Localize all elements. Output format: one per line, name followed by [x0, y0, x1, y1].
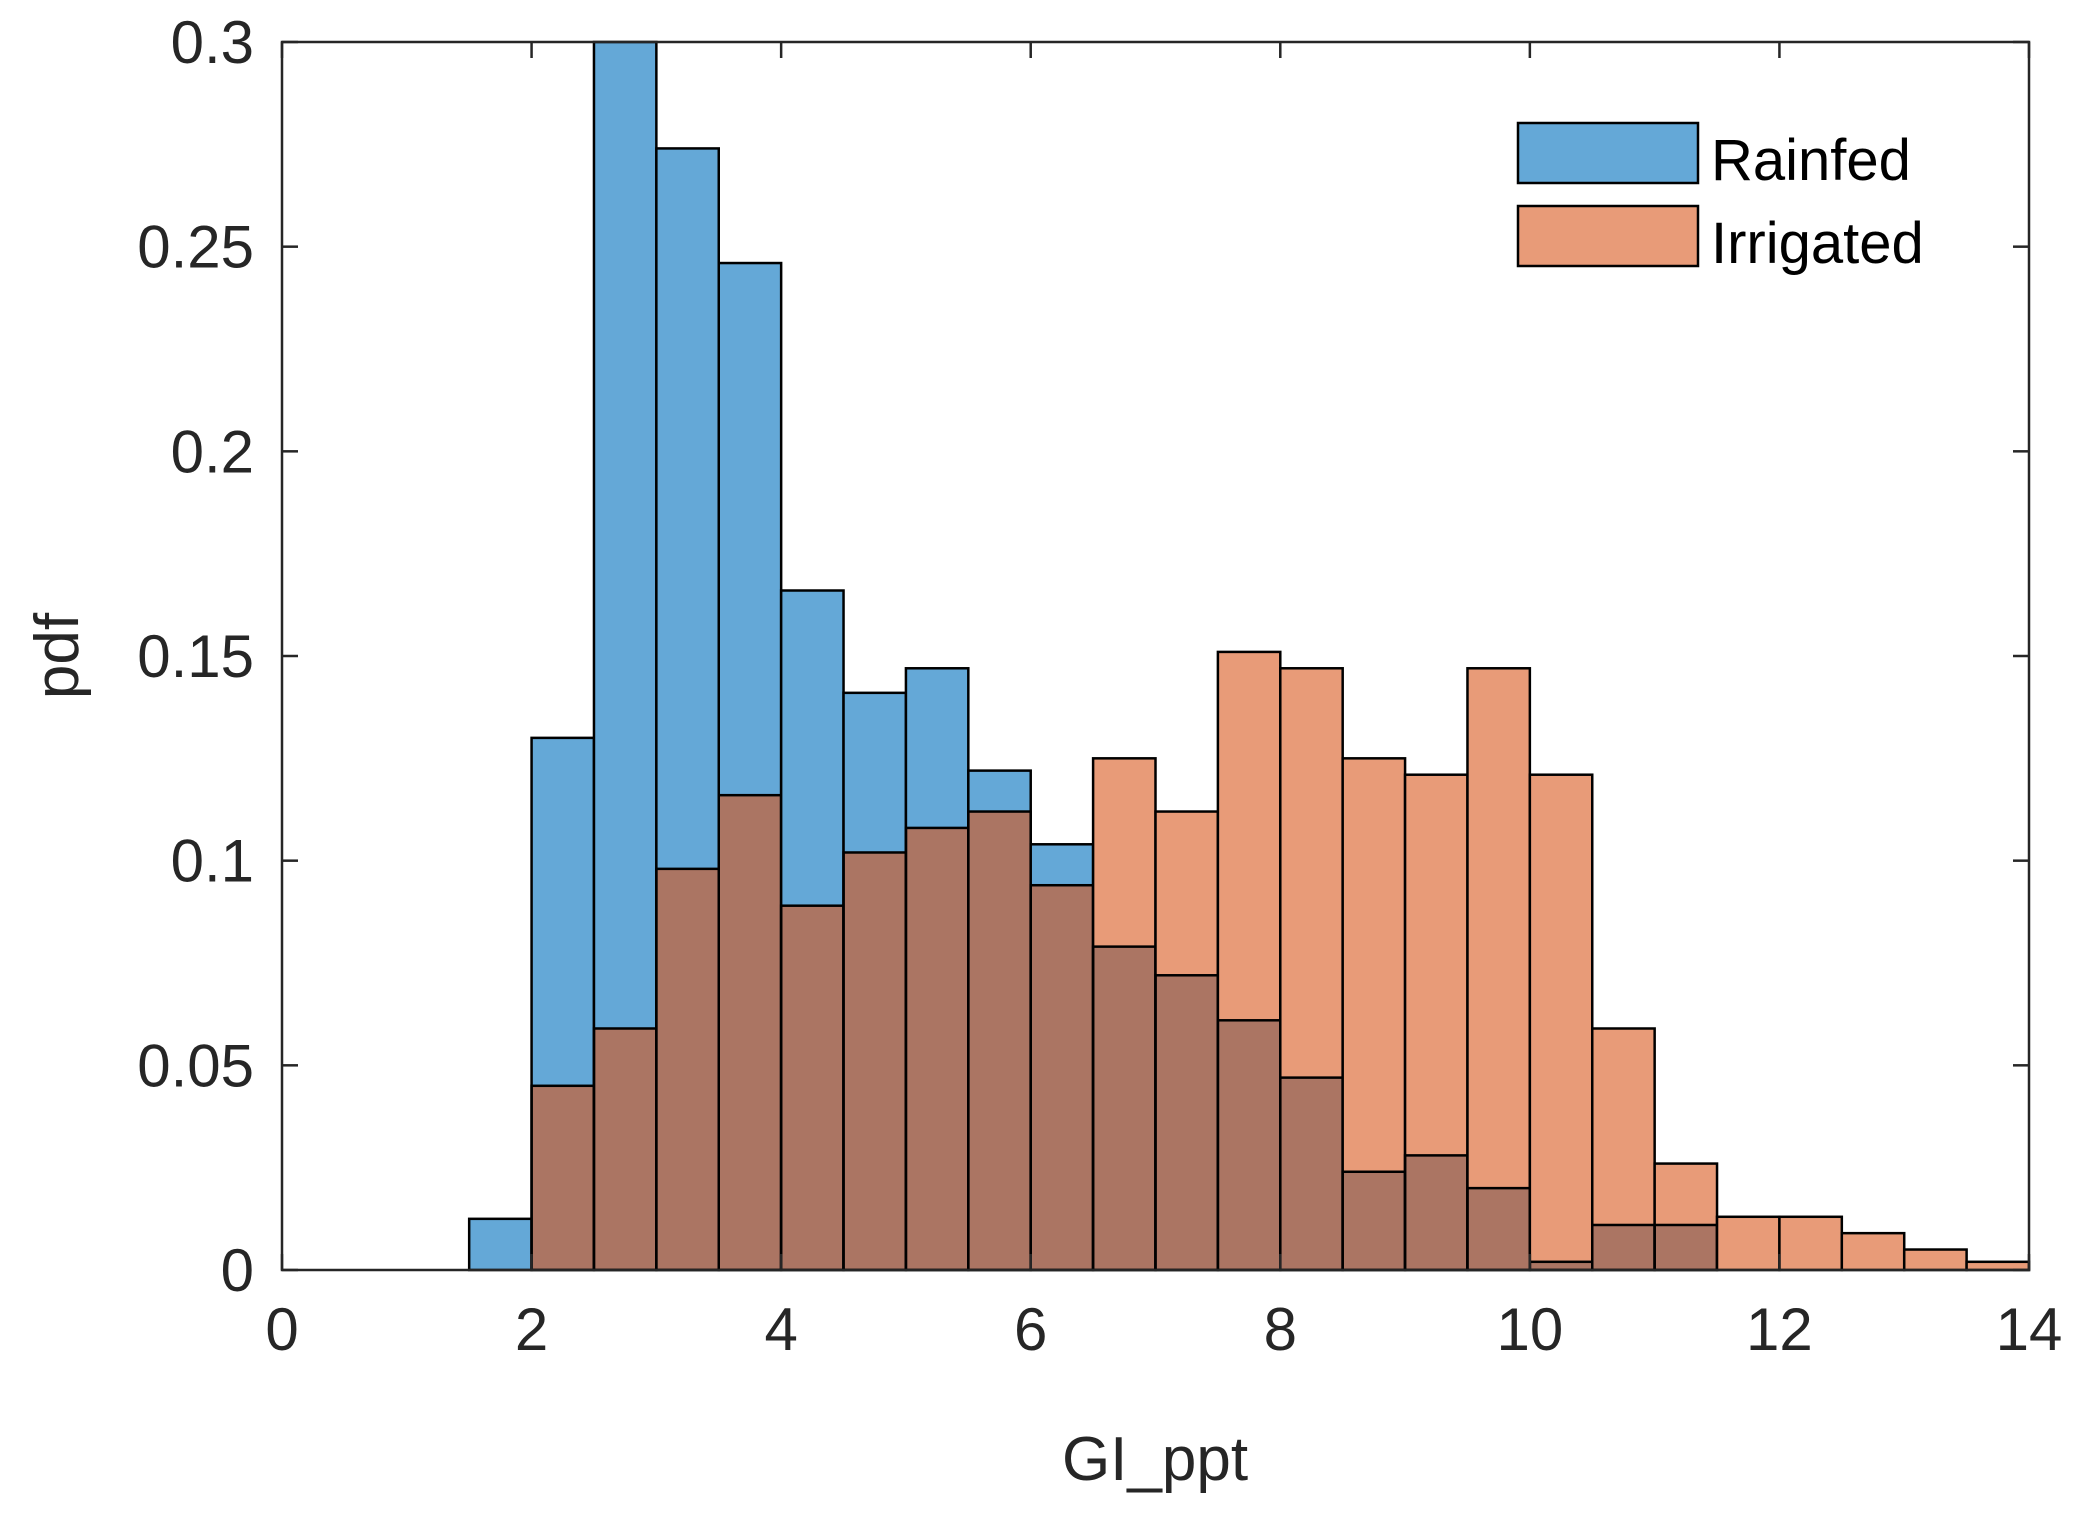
bar-irrigated-14	[1342, 758, 1406, 1172]
bar-irrigated-13	[1280, 668, 1343, 1078]
bar-overlap-11	[1155, 975, 1218, 1270]
bar-overlap-14	[1342, 1171, 1406, 1270]
bar-overlap-8	[968, 811, 1031, 1270]
bar-rainfed-4	[718, 263, 782, 796]
bar-rainfed-3	[656, 148, 719, 869]
x-tick-label-0: 0	[265, 1296, 298, 1363]
bar-irrigated-19	[1654, 1163, 1718, 1225]
y-tick-label-5: 0.25	[137, 214, 254, 281]
bar-overlap-10	[1093, 946, 1156, 1270]
bar-rainfed-0	[469, 1218, 532, 1270]
legend: Rainfed Irrigated	[1516, 121, 1924, 276]
legend-label-irrigated: Irrigated	[1711, 211, 1924, 276]
bar-rainfed-8	[968, 770, 1031, 812]
bar-irrigated-12	[1217, 651, 1281, 1021]
x-tick-label-1: 2	[515, 1296, 548, 1363]
bar-overlap-17	[1529, 1261, 1593, 1270]
bar-overlap-19	[1654, 1224, 1718, 1270]
bar-overlap-18	[1592, 1224, 1655, 1270]
x-tick-label-4: 8	[1264, 1296, 1297, 1363]
bar-irrigated-16	[1467, 668, 1530, 1189]
bar-irrigated-22	[1841, 1233, 1905, 1270]
legend-swatch-irrigated	[1516, 204, 1700, 268]
bar-rainfed-5	[781, 590, 844, 906]
bar-overlap-7	[905, 827, 969, 1270]
y-tick-label-2: 0.1	[171, 828, 254, 895]
y-tick-label-0: 0	[221, 1237, 254, 1304]
bar-overlap-1	[531, 1085, 594, 1270]
x-tick-label-3: 6	[1014, 1296, 1047, 1363]
bar-irrigated-18	[1592, 1028, 1655, 1225]
bar-rainfed-9	[1030, 844, 1094, 886]
bar-overlap-4	[718, 795, 782, 1270]
tick-labels-layer: 0 2 4 6 8 10 12 14 0 0.05 0.1 0.15 0.2 0.25 0.3	[137, 9, 2062, 1363]
y-axis-title: pdf	[23, 612, 92, 699]
bar-overlap-13	[1280, 1077, 1343, 1270]
bar-rainfed-7	[905, 668, 969, 828]
x-tick-label-5: 10	[1496, 1296, 1563, 1363]
bar-overlap-2	[593, 1028, 657, 1270]
ticks-layer	[280, 40, 2031, 1272]
bar-irrigated-15	[1405, 774, 1468, 1156]
y-tick-label-1: 0.05	[137, 1032, 254, 1099]
bar-irrigated-23	[1904, 1249, 1967, 1270]
y-tick-label-6: 0.3	[171, 9, 254, 76]
bar-irrigated-21	[1779, 1216, 1842, 1270]
legend-label-rainfed: Rainfed	[1711, 128, 1911, 193]
bar-overlap-15	[1405, 1155, 1468, 1270]
legend-swatch-rainfed	[1516, 121, 1700, 185]
y-tick-label-3: 0.15	[137, 623, 254, 690]
x-tick-label-6: 12	[1746, 1296, 1813, 1363]
y-tick-label-4: 0.2	[171, 418, 254, 485]
bar-rainfed-2	[593, 42, 657, 1029]
bar-overlap-12	[1217, 1020, 1281, 1270]
x-axis-title: GI_ppt	[1062, 1425, 1248, 1494]
bar-overlap-5	[781, 905, 844, 1270]
bar-overlap-16	[1467, 1188, 1530, 1270]
bar-irrigated-24	[1966, 1261, 2029, 1270]
bar-irrigated-17	[1529, 774, 1593, 1262]
bar-overlap-9	[1030, 885, 1094, 1270]
bar-rainfed-1	[531, 737, 594, 1086]
x-tick-label-2: 4	[764, 1296, 797, 1363]
bar-irrigated-10	[1093, 758, 1156, 947]
x-tick-label-7: 14	[1996, 1296, 2063, 1363]
bar-overlap-3	[656, 868, 719, 1270]
bar-irrigated-11	[1155, 811, 1218, 976]
bar-rainfed-6	[843, 692, 906, 853]
bar-irrigated-20	[1717, 1216, 1780, 1270]
bar-overlap-6	[843, 852, 906, 1270]
